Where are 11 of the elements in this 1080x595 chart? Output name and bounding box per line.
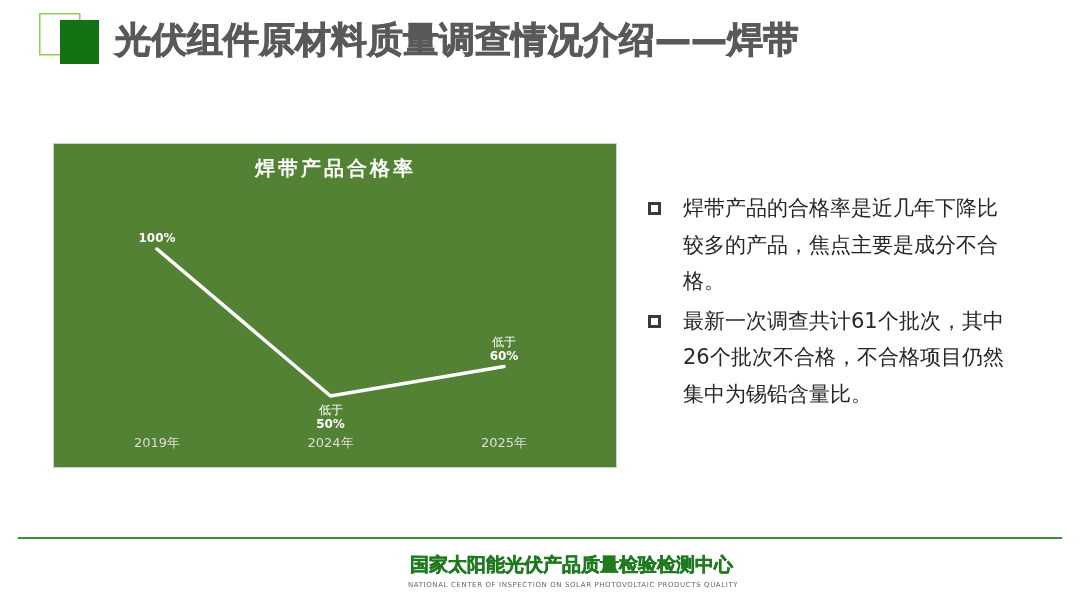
x-tick-label: 2025年 (480, 435, 528, 451)
text: 光伏组件原材料质量调查情况介绍——焊带 (115, 19, 799, 61)
x-tick-label: 2019年 (133, 435, 181, 451)
x-tick-label: 2024年 (307, 435, 354, 451)
chart-title: 焊带产品合格率 (253, 155, 417, 182)
text: 焊带产品的合格率是近几年下降比较多的产品，焦点主要是成分不合格。 (683, 195, 999, 295)
data-label: 低于 50% (316, 403, 345, 431)
text: 国家太阳能光伏产品质量检验检测中心 (410, 552, 733, 577)
data-label: 低于 60% (489, 334, 519, 363)
text: 最新一次调查共计61个批次，其中26个批次不合格，不合格项目仍然集中为锡铅含量比。 (683, 307, 1005, 408)
data-label: 100% (138, 231, 176, 245)
